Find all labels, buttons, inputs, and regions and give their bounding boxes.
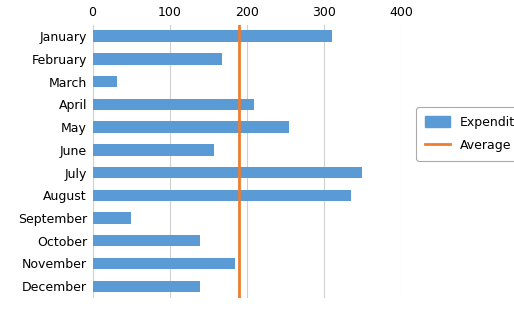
Bar bbox=[93, 122, 289, 133]
Bar bbox=[93, 212, 131, 224]
Bar bbox=[93, 190, 351, 201]
Bar bbox=[93, 76, 117, 87]
Bar bbox=[93, 235, 200, 246]
Bar bbox=[93, 53, 222, 64]
Bar bbox=[93, 281, 200, 292]
Legend: Expenditure, Average: Expenditure, Average bbox=[416, 108, 514, 161]
Bar bbox=[93, 99, 254, 110]
Bar bbox=[93, 167, 362, 178]
Bar bbox=[93, 30, 332, 42]
Bar bbox=[93, 258, 235, 269]
Bar bbox=[93, 144, 214, 156]
